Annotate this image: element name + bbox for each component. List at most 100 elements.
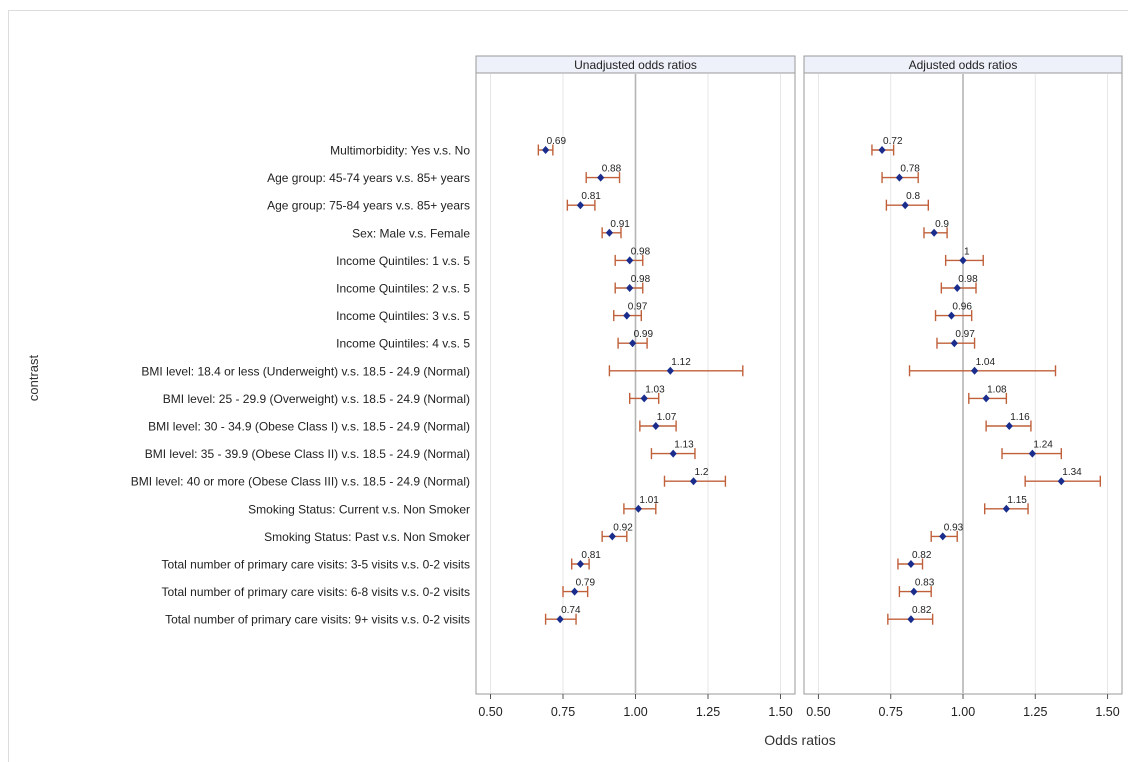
unadjusted-estimate-label: 1.01 [639, 495, 659, 506]
adjusted-tick-label: 1.00 [951, 705, 975, 719]
unadjusted-point-estimate [542, 146, 550, 154]
adjusted-point-estimate [1005, 422, 1013, 430]
unadjusted-point-estimate [571, 587, 579, 596]
adjusted-point-estimate [1002, 504, 1010, 513]
unadjusted-estimate-label: 0.98 [631, 274, 651, 285]
unadjusted-estimate-label: 0.98 [631, 246, 651, 257]
category-label: BMI level: 40 or more (Obese Class III) … [131, 475, 470, 489]
unadjusted-estimate-label: 1.13 [674, 440, 694, 451]
adjusted-estimate-label: 0.78 [900, 164, 920, 175]
category-label: Age group: 75-84 years v.s. 85+ years [267, 199, 470, 213]
adjusted-estimate-label: 1.08 [987, 384, 1007, 395]
category-label: Total number of primary care visits: 3-5… [161, 558, 470, 572]
adjusted-estimate-label: 1.15 [1007, 495, 1027, 506]
unadjusted-point-estimate [666, 366, 674, 375]
unadjusted-point-estimate [626, 284, 634, 292]
adjusted-tick-label: 0.75 [879, 705, 903, 719]
unadjusted-point-estimate [556, 615, 564, 624]
category-label: BMI level: 18.4 or less (Underweight) v.… [141, 364, 470, 378]
adjusted-point-estimate [953, 284, 961, 292]
adjusted-estimate-label: 0.83 [915, 578, 935, 589]
unadjusted-point-estimate [689, 477, 698, 486]
unadjusted-estimate-label: 0.74 [561, 605, 581, 616]
adjusted-point-estimate [950, 339, 958, 348]
unadjusted-point-estimate [576, 560, 584, 568]
unadjusted-point-estimate [626, 256, 634, 265]
category-label: Income Quintiles: 3 v.s. 5 [336, 309, 470, 323]
unadjusted-tick-label: 0.50 [478, 705, 502, 719]
category-label: Total number of primary care visits: 6-8… [161, 585, 470, 599]
category-label: BMI level: 25 - 29.9 (Overweight) v.s. 1… [163, 392, 470, 406]
unadjusted-estimate-label: 0.92 [613, 522, 633, 533]
unadjusted-estimate-label: 0.79 [576, 578, 596, 589]
figure-left-border [8, 10, 9, 762]
unadjusted-tick-label: 1.00 [623, 705, 647, 719]
category-label: Sex: Male v.s. Female [352, 226, 470, 240]
adjusted-estimate-label: 1.16 [1010, 412, 1030, 423]
unadjusted-point-estimate [634, 504, 642, 513]
adjusted-point-estimate [947, 311, 956, 320]
adjusted-point-estimate [901, 201, 909, 210]
adjusted-tick-label: 1.50 [1095, 705, 1119, 719]
unadjusted-point-estimate [629, 339, 637, 348]
category-label: Age group: 45-74 years v.s. 85+ years [267, 171, 470, 185]
unadjusted-tick-label: 1.25 [696, 705, 720, 719]
adjusted-tick-label: 0.50 [806, 705, 830, 719]
adjusted-estimate-label: 1 [964, 246, 970, 257]
adjusted-point-estimate [1057, 477, 1065, 486]
category-label: BMI level: 35 - 39.9 (Obese Class II) v.… [145, 447, 470, 461]
unadjusted-estimate-label: 0.81 [581, 191, 601, 202]
adjusted-panel-title: Adjusted odds ratios [909, 58, 1018, 72]
adjusted-estimate-label: 1.24 [1033, 440, 1053, 451]
unadjusted-point-estimate [576, 201, 584, 210]
adjusted-point-estimate [895, 173, 903, 182]
adjusted-point-estimate [878, 146, 886, 154]
adjusted-point-estimate [939, 532, 947, 541]
unadjusted-estimate-label: 0.97 [628, 302, 648, 313]
unadjusted-estimate-label: 0.91 [610, 219, 630, 230]
unadjusted-estimate-label: 1.03 [645, 384, 665, 395]
adjusted-estimate-label: 0.9 [935, 219, 949, 230]
adjusted-estimate-label: 0.8 [906, 191, 920, 202]
adjusted-estimate-label: 0.72 [883, 136, 903, 147]
unadjusted-estimate-label: 0.99 [634, 329, 654, 340]
category-label: Income Quintiles: 4 v.s. 5 [336, 337, 470, 351]
adjusted-point-estimate [959, 256, 967, 265]
unadjusted-estimate-label: 0.69 [547, 136, 567, 147]
adjusted-point-estimate [930, 228, 938, 237]
unadjusted-point-estimate [652, 422, 660, 430]
adjusted-point-estimate [907, 560, 915, 568]
adjusted-point-estimate [907, 615, 915, 624]
unadjusted-point-estimate [605, 228, 613, 237]
unadjusted-point-estimate [597, 173, 605, 182]
unadjusted-point-estimate [669, 449, 677, 458]
adjusted-estimate-label: 0.97 [955, 329, 975, 340]
category-label: Multimorbidity: Yes v.s. No [330, 144, 470, 158]
adjusted-estimate-label: 0.98 [958, 274, 978, 285]
x-axis-title: Odds ratios [764, 732, 836, 748]
adjusted-estimate-label: 0.93 [944, 522, 964, 533]
unadjusted-estimate-label: 0.81 [581, 550, 601, 561]
adjusted-estimate-label: 1.34 [1062, 467, 1082, 478]
figure-top-border [8, 10, 1128, 11]
unadjusted-estimate-label: 1.07 [657, 412, 677, 423]
unadjusted-point-estimate [640, 394, 648, 403]
adjusted-point-estimate [1028, 449, 1036, 458]
y-axis-title: contrast [26, 354, 41, 401]
adjusted-point-estimate [910, 587, 918, 596]
adjusted-estimate-label: 0.82 [912, 550, 932, 561]
unadjusted-tick-label: 1.50 [768, 705, 792, 719]
category-label: BMI level: 30 - 34.9 (Obese Class I) v.s… [148, 420, 470, 434]
category-label: Income Quintiles: 2 v.s. 5 [336, 282, 470, 296]
unadjusted-estimate-label: 1.12 [671, 357, 691, 368]
adjusted-estimate-label: 1.04 [976, 357, 996, 368]
category-label: Income Quintiles: 1 v.s. 5 [336, 254, 470, 268]
unadjusted-point-estimate [608, 532, 616, 541]
category-label: Smoking Status: Current v.s. Non Smoker [248, 502, 470, 516]
category-label: Smoking Status: Past v.s. Non Smoker [264, 530, 470, 544]
adjusted-tick-label: 1.25 [1023, 705, 1047, 719]
unadjusted-estimate-label: 1.2 [695, 467, 709, 478]
unadjusted-point-estimate [623, 311, 631, 320]
